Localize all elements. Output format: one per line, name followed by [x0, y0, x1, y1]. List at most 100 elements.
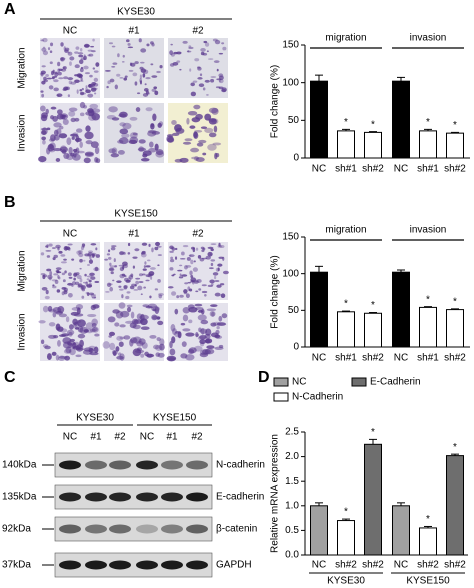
stained-cell: [75, 304, 84, 310]
significance-mark: *: [344, 507, 348, 518]
stained-cell: [56, 271, 62, 274]
stained-cell: [179, 294, 184, 298]
stained-cell: [93, 83, 99, 87]
stained-cell: [186, 117, 190, 125]
stained-cell: [172, 132, 180, 136]
y-axis-label: Relative mRNA expression: [270, 434, 281, 553]
group-label: invasion: [410, 33, 447, 44]
stained-cell: [112, 279, 115, 282]
stained-cell: [213, 275, 217, 280]
y-tick-label: 50: [288, 305, 300, 316]
stained-cell: [74, 117, 80, 122]
stained-cell: [199, 339, 206, 345]
significance-mark: *: [426, 294, 430, 305]
bar: [446, 132, 464, 159]
stained-cell: [114, 322, 120, 327]
stained-cell: [75, 135, 80, 143]
stained-cell: [54, 279, 59, 284]
x-tick-label: sh#2: [362, 164, 384, 175]
stained-cell: [154, 246, 159, 251]
stained-cell: [89, 328, 96, 333]
stained-cell: [69, 61, 72, 66]
stained-cell: [46, 127, 51, 131]
stained-cell: [167, 286, 174, 289]
stained-cell: [142, 268, 147, 271]
stained-cell: [90, 243, 97, 246]
x-tick-label: NC: [394, 164, 408, 175]
stained-cell: [84, 72, 90, 75]
stained-cell: [190, 82, 195, 87]
blot-band: [109, 492, 131, 502]
stained-cell: [138, 281, 144, 283]
stained-cell: [189, 125, 196, 129]
bar: [337, 520, 355, 556]
stained-cell: [123, 335, 131, 340]
stained-cell: [135, 280, 139, 285]
blot-group-label: KYSE30: [76, 413, 114, 424]
bar: [364, 131, 382, 159]
stained-cell: [214, 39, 221, 45]
stained-cell: [179, 264, 183, 267]
stained-cell: [90, 276, 96, 280]
stained-cell: [139, 80, 143, 85]
stained-cell: [179, 157, 189, 163]
stained-cell: [75, 281, 80, 286]
stained-cell: [57, 61, 61, 67]
stained-cell: [86, 278, 90, 281]
group-label: KYSE150: [406, 576, 450, 587]
stained-cell: [53, 87, 59, 92]
stained-cell: [200, 51, 205, 56]
stained-cell: [42, 344, 49, 348]
y-tick-label: 2.0: [285, 451, 299, 462]
stained-cell: [75, 46, 80, 50]
stained-cell: [108, 148, 116, 154]
stained-cell: [166, 355, 177, 362]
stained-cell: [155, 241, 161, 247]
stained-cell: [62, 66, 65, 69]
stained-cell: [138, 38, 142, 43]
stained-cell: [195, 290, 199, 293]
stained-cell: [209, 267, 214, 270]
stained-cell: [199, 73, 203, 77]
stained-cell: [74, 64, 80, 69]
stained-cell: [201, 284, 207, 287]
stained-cell: [212, 38, 218, 42]
stained-cell: [63, 246, 69, 251]
stained-cell: [83, 105, 88, 109]
stained-cell: [67, 243, 73, 246]
stained-cell: [145, 107, 153, 112]
stained-cell: [75, 147, 80, 155]
stained-cell: [186, 256, 191, 261]
group-label: invasion: [410, 225, 447, 236]
stained-cell: [56, 93, 63, 97]
stained-cell: [76, 274, 82, 280]
micrograph: [40, 242, 100, 300]
stained-cell: [214, 346, 224, 350]
stained-cell: [159, 343, 165, 351]
stained-cell: [205, 255, 211, 260]
micrograph: [39, 37, 100, 98]
stained-cell: [85, 140, 93, 145]
stained-cell: [138, 273, 143, 277]
stained-cell: [220, 293, 226, 299]
stained-cell: [107, 316, 116, 323]
stained-cell: [78, 252, 84, 258]
stained-cell: [83, 347, 94, 352]
stained-cell: [170, 256, 174, 260]
stained-cell: [41, 286, 48, 291]
blot-band: [85, 492, 107, 502]
stained-cell: [169, 348, 176, 356]
stained-cell: [114, 265, 118, 268]
stained-cell: [199, 257, 205, 262]
stained-cell: [121, 273, 126, 277]
stained-cell: [77, 319, 86, 328]
x-tick-label: sh#1: [417, 353, 439, 364]
stained-cell: [179, 273, 182, 277]
stained-cell: [208, 118, 217, 125]
stained-cell: [93, 77, 99, 82]
stained-cell: [105, 70, 111, 72]
stained-cell: [93, 346, 99, 354]
stained-cell: [91, 113, 100, 121]
stained-cell: [40, 252, 45, 256]
x-tick-label: sh#2: [362, 560, 384, 571]
